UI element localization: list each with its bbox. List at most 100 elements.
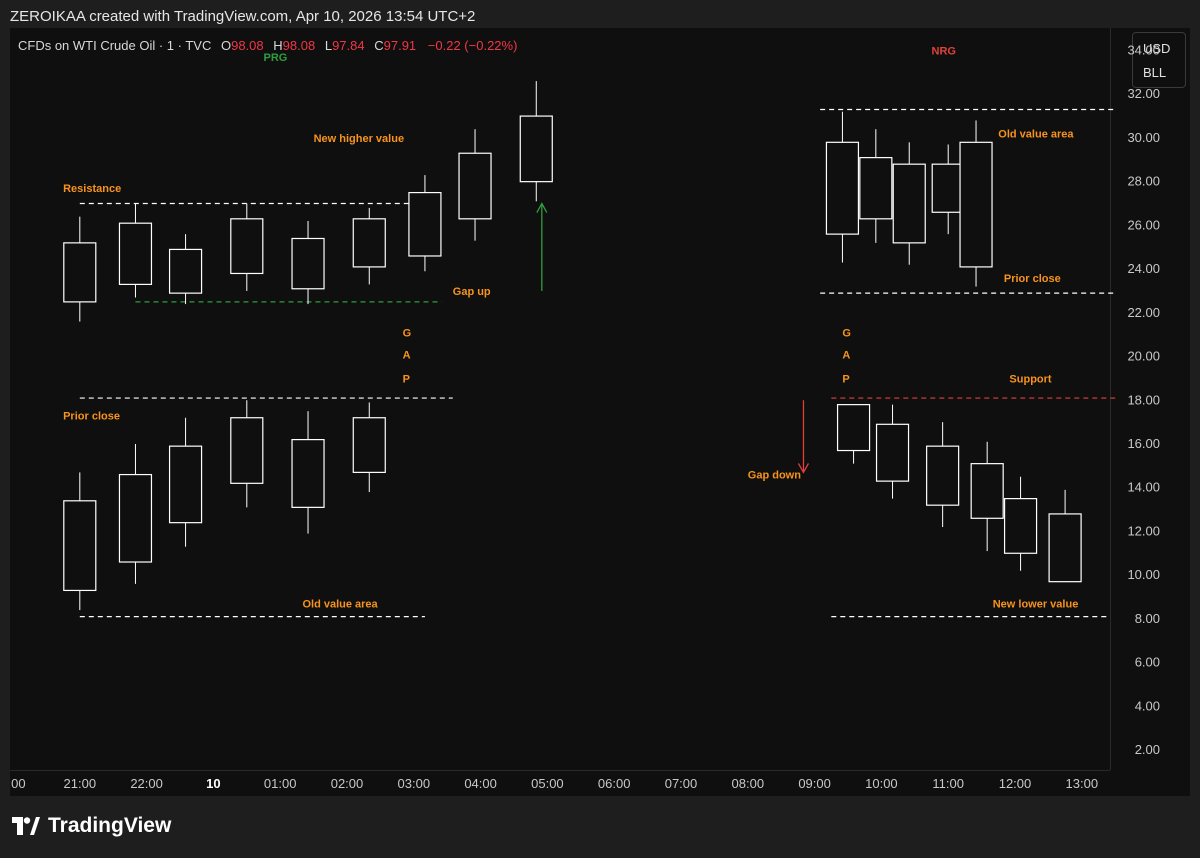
- price-tick-label: 18.00: [1127, 392, 1160, 407]
- price-tick-label: 34.00: [1127, 43, 1160, 58]
- candle-body: [1048, 513, 1082, 583]
- candle-body: [352, 417, 386, 473]
- candle-body: [230, 417, 264, 484]
- price-tick-label: 14.00: [1127, 480, 1160, 495]
- close-value: 97.91: [383, 38, 417, 53]
- chart-canvas[interactable]: 34.00 32.00 30.00 28.00 26.00 24.00 22.00 20.00…: [10, 28, 1190, 796]
- time-tick-label: 02:00: [331, 776, 364, 791]
- gap-left-a: A: [403, 349, 411, 361]
- time-axis-divider: [10, 770, 1110, 771]
- time-tick-label: 05:00: [531, 776, 564, 791]
- candle-body: [836, 404, 871, 452]
- time-tick-label: 06:00: [598, 776, 631, 791]
- time-tick-label: 22:00: [130, 776, 163, 791]
- price-tick-label: 12.00: [1127, 523, 1160, 538]
- candle-body: [892, 163, 926, 244]
- price-tick-label: 24.00: [1127, 261, 1160, 276]
- candle-body: [926, 445, 960, 506]
- prior-close-left-label: Prior close: [63, 411, 120, 423]
- symbol-legend: CFDs on WTI Crude Oil · 1 · TVC O98.08 H…: [18, 38, 517, 53]
- price-tick-label: 20.00: [1127, 349, 1160, 364]
- time-tick-label: 11:00: [932, 776, 964, 791]
- time-tick-label: 04:00: [464, 776, 497, 791]
- gap-left-p: P: [403, 373, 410, 385]
- time-tick-label: 12:00: [999, 776, 1032, 791]
- time-tick-label: 21:00: [64, 776, 97, 791]
- price-axis-divider: [1110, 28, 1111, 770]
- new-higher-value-label: New higher value: [314, 133, 404, 145]
- gap-right-p: P: [842, 373, 849, 385]
- candle-body: [458, 152, 492, 220]
- chart-attribution-header: ZEROIKAA created with TradingView.com, A…: [10, 8, 476, 25]
- prg-label: PRG: [264, 52, 288, 64]
- price-tick-label: 32.00: [1127, 86, 1160, 101]
- candle-body: [63, 500, 97, 592]
- nrg-label: NRG: [932, 46, 956, 58]
- open-value: 98.08: [231, 38, 264, 53]
- price-tick-label: 8.00: [1135, 611, 1160, 626]
- time-tick-label: 08:00: [732, 776, 765, 791]
- gap-right-a: A: [842, 349, 850, 361]
- candle-body: [230, 218, 264, 275]
- gap-down-arrow-head: [797, 463, 810, 474]
- gap-up-label: Gap up: [453, 286, 491, 298]
- price-tick-label: 22.00: [1127, 305, 1160, 320]
- tradingview-logo[interactable]: TradingView: [12, 814, 171, 838]
- candle-body: [970, 463, 1004, 519]
- price-tick-label: 16.00: [1127, 436, 1160, 451]
- open-label: O: [220, 38, 232, 53]
- old-value-left-label: Old value area: [302, 599, 378, 611]
- candle-body: [959, 141, 993, 268]
- support-label: Support: [1009, 373, 1051, 385]
- candle-body: [825, 141, 860, 235]
- price-tick-label: 2.00: [1135, 742, 1160, 757]
- high-value: 98.08: [282, 38, 316, 53]
- unit-label[interactable]: BLL: [1143, 65, 1167, 80]
- time-tick-label: 03:00: [398, 776, 431, 791]
- tradingview-logo-icon: [12, 817, 40, 835]
- gap-up-arrow-head: [536, 202, 548, 213]
- candle-body: [168, 445, 203, 524]
- price-tick-label: 6.00: [1135, 655, 1160, 670]
- resistance-label: Resistance: [63, 183, 121, 195]
- time-tick-label: 09:00: [798, 776, 831, 791]
- candle-body: [291, 438, 325, 508]
- gap-right-g: G: [842, 327, 851, 339]
- price-tick-label: 4.00: [1135, 698, 1160, 713]
- candle-body: [118, 473, 153, 563]
- time-tick-label: 10: [206, 776, 220, 791]
- currency-label[interactable]: USD: [1143, 41, 1171, 56]
- symbol-name[interactable]: CFDs on WTI Crude Oil · 1 · TVC: [18, 38, 212, 53]
- new-lower-value-label: New lower value: [993, 599, 1079, 611]
- tradingview-brand-text: TradingView: [48, 814, 172, 837]
- candle-body: [859, 157, 893, 220]
- candle-body: [1003, 498, 1038, 554]
- old-value-right-label: Old value area: [998, 129, 1074, 141]
- gap-left-g: G: [403, 327, 412, 339]
- candle-body: [168, 248, 203, 294]
- time-tick-label: 0:00: [10, 776, 26, 791]
- candle-body: [352, 218, 386, 268]
- price-tick-label: 26.00: [1127, 217, 1160, 232]
- price-tick-label: 28.00: [1127, 174, 1160, 189]
- time-tick-label: 01:00: [264, 776, 297, 791]
- time-tick-label: 07:00: [665, 776, 698, 791]
- chart-panel[interactable]: CFDs on WTI Crude Oil · 1 · TVC O98.08 H…: [10, 28, 1190, 796]
- change-value: −0.22 (−0.22%): [427, 38, 518, 53]
- close-label: C: [374, 38, 384, 53]
- candle-body: [931, 163, 965, 213]
- candle-body: [118, 222, 153, 285]
- prior-close-right-label: Prior close: [1004, 273, 1061, 285]
- candle-body: [408, 191, 442, 257]
- time-tick-label: 10:00: [865, 776, 898, 791]
- currency-unit-selector[interactable]: USD BLL: [1132, 32, 1186, 88]
- time-tick-label: 13:00: [1066, 776, 1099, 791]
- price-tick-label: 10.00: [1127, 567, 1160, 582]
- high-label: H: [273, 38, 283, 53]
- candle-body: [291, 237, 325, 290]
- candle-body: [63, 242, 97, 303]
- low-value: 97.84: [332, 38, 365, 53]
- low-label: L: [324, 38, 333, 53]
- candle-body: [519, 115, 553, 183]
- gap-down-label: Gap down: [748, 470, 801, 482]
